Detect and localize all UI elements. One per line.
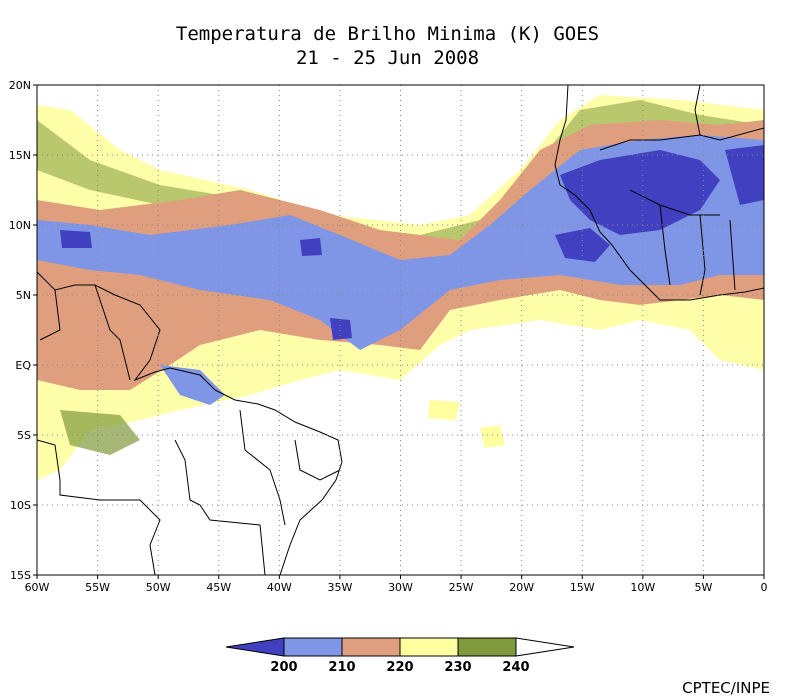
y-tick-label: 5N — [16, 289, 31, 302]
colorbar-level-label: 240 — [502, 660, 529, 675]
x-tick-label: 20W — [509, 581, 534, 594]
title-line-2: 21 - 25 Jun 2008 — [295, 47, 480, 69]
x-tick-label: 5W — [694, 581, 712, 594]
coastlines — [37, 85, 764, 575]
colorbar-swatch — [457, 637, 517, 657]
credit-label: CPTEC/INPE — [682, 679, 770, 697]
x-tick-label: 15W — [570, 581, 595, 594]
y-tick-label: 15N — [9, 149, 31, 162]
colorbar-level-label: 220 — [386, 660, 413, 675]
map-title: Temperatura de Brilho Minima (K) GOES 21… — [0, 22, 775, 70]
y-tick-label: 20N — [9, 79, 31, 92]
y-tick-label: 15S — [10, 569, 31, 582]
x-tick-label: 40W — [267, 581, 292, 594]
graticule — [37, 85, 764, 575]
title-line-1: Temperatura de Brilho Minima (K) GOES — [175, 23, 600, 45]
x-tick-label: 55W — [85, 581, 110, 594]
colorbar-level-label: 200 — [270, 660, 297, 675]
x-tick-label: 30W — [388, 581, 413, 594]
colorbar-level-label: 230 — [444, 660, 471, 675]
x-tick-label: 50W — [146, 581, 171, 594]
x-axis-ticks: 60W 55W 50W 45W 40W 35W 30W 25W 20W 15W 10W 5W 0 — [25, 575, 768, 594]
x-tick-label: 35W — [327, 581, 352, 594]
colorbar: 200 210 220 230 240 — [225, 637, 575, 675]
x-tick-label: 10W — [630, 581, 655, 594]
x-tick-label: 0 — [761, 581, 768, 594]
x-tick-label: 45W — [206, 581, 231, 594]
colorbar-swatch — [341, 637, 401, 657]
colorbar-swatch — [399, 637, 459, 657]
colorbar-swatch-below-200 — [225, 637, 285, 657]
y-axis-ticks: 20N 15N 10N 5N EQ 5S 10S 15S — [9, 79, 37, 582]
y-tick-label: 5S — [17, 429, 31, 442]
colorbar-swatch-above-240 — [515, 637, 575, 657]
colorbar-level-label: 210 — [328, 660, 355, 675]
colorbar-swatch — [283, 637, 343, 657]
y-tick-label: EQ — [15, 359, 31, 372]
y-tick-label: 10N — [9, 219, 31, 232]
x-tick-label: 60W — [25, 581, 50, 594]
x-tick-label: 25W — [449, 581, 474, 594]
y-tick-label: 10S — [10, 499, 31, 512]
